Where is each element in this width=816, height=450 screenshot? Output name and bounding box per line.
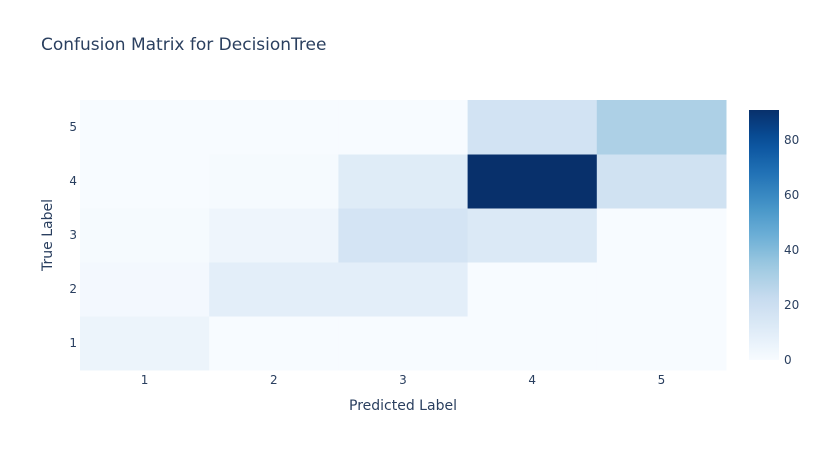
chart-title: Confusion Matrix for DecisionTree	[41, 35, 326, 55]
heatmap-cells	[80, 100, 727, 371]
y-tick-label: 3	[69, 228, 77, 242]
colorbar-tick-label: 20	[784, 298, 799, 312]
y-tick-label: 4	[69, 174, 77, 188]
heatmap-cell	[596, 154, 727, 209]
heatmap-cell	[338, 316, 469, 371]
colorbar-tick-label: 40	[784, 243, 799, 257]
x-tick-label: 5	[658, 373, 666, 387]
colorbar-tick-label: 80	[784, 133, 799, 147]
colorbar-tick-label: 60	[784, 188, 799, 202]
y-axis-ticks: 1 2 3 4 5	[69, 120, 77, 350]
heatmap-cell	[80, 208, 210, 263]
heatmap-cell	[209, 208, 339, 263]
x-tick-label: 3	[399, 373, 407, 387]
heatmap-cell	[209, 316, 339, 371]
heatmap-cell	[209, 100, 339, 155]
heatmap-cell	[467, 100, 598, 155]
heatmap-cell	[80, 100, 210, 155]
x-axis-ticks: 1 2 3 4 5	[141, 373, 665, 387]
heatmap-cell	[596, 262, 727, 317]
heatmap-cell	[467, 262, 598, 317]
y-axis-title: True Label	[40, 199, 56, 272]
colorbar	[749, 110, 779, 360]
heatmap-cell	[209, 262, 339, 317]
heatmap-cell	[467, 316, 598, 371]
colorbar-ticks: 0 20 40 60 80	[784, 133, 799, 367]
heatmap-cell	[596, 100, 727, 155]
x-tick-label: 1	[141, 373, 149, 387]
y-tick-label: 1	[69, 336, 77, 350]
heatmap-cell	[338, 100, 469, 155]
heatmap-cell	[80, 262, 210, 317]
colorbar-tick-label: 0	[784, 353, 792, 367]
heatmap-cell	[338, 262, 469, 317]
heatmap-cell	[338, 154, 469, 209]
heatmap-cell	[80, 154, 210, 209]
heatmap-cell	[467, 154, 598, 209]
heatmap-cell	[209, 154, 339, 209]
y-tick-label: 5	[69, 120, 77, 134]
heatmap-cell	[80, 316, 210, 371]
heatmap-cell	[596, 208, 727, 263]
heatmap-cell	[467, 208, 598, 263]
x-axis-title: Predicted Label	[349, 398, 457, 414]
heatmap-cell	[338, 208, 469, 263]
y-tick-label: 2	[69, 282, 77, 296]
x-tick-label: 2	[270, 373, 278, 387]
x-tick-label: 4	[528, 373, 536, 387]
heatmap-cell	[596, 316, 727, 371]
